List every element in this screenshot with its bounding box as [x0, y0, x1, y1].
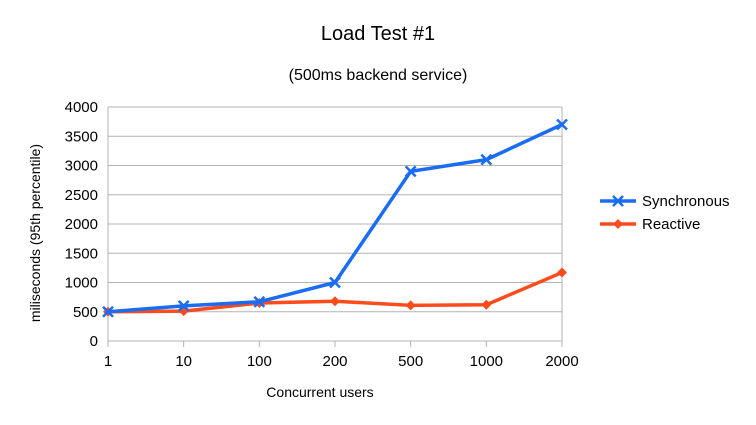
x-tick-label: 10: [175, 353, 192, 370]
series-synchronous: [102, 118, 568, 318]
x-axis-label: Concurrent users: [266, 384, 373, 400]
y-tick-label: 2500: [65, 187, 98, 204]
data-point: [556, 118, 568, 131]
marker-stroke: [329, 276, 341, 289]
chart-subtitle: (500ms backend service): [289, 67, 468, 84]
marker-stroke: [612, 195, 624, 207]
data-point: [330, 296, 340, 307]
y-tick-label: 3000: [65, 158, 98, 175]
marker-stroke: [480, 153, 493, 166]
y-axis-label: miliseconds (95th percentile): [27, 144, 43, 322]
chart-title: Load Test #1: [321, 23, 435, 45]
legend-item-synchronous: Synchronous: [600, 193, 730, 210]
legend-label: Reactive: [642, 216, 700, 233]
data-point: [480, 153, 493, 166]
y-axis-ticks: 0 500 1000 1500 2000 2500 3000 3500 4000: [65, 99, 98, 350]
data-point: [404, 165, 417, 178]
x-axis-ticks: 1 10 100 200 500 1000 2000: [104, 341, 579, 370]
marker-stroke: [177, 300, 190, 312]
y-tick-label: 0: [90, 333, 98, 350]
y-tick-label: 1000: [65, 275, 98, 292]
x-tick-label: 200: [322, 353, 347, 370]
x-tick-label: 500: [398, 353, 423, 370]
series-layer: [102, 118, 568, 318]
marker-stroke: [102, 305, 114, 318]
x-tick-label: 2000: [545, 353, 578, 370]
data-point: [481, 299, 492, 310]
data-point: [557, 267, 567, 278]
y-tick-label: 500: [73, 304, 98, 321]
data-point: [329, 276, 341, 289]
legend: Synchronous Reactive: [600, 193, 730, 233]
legend-item-reactive: Reactive: [600, 216, 700, 233]
data-point: [177, 300, 190, 312]
marker-stroke: [556, 118, 568, 131]
y-tick-label: 2000: [65, 216, 98, 233]
legend-marker: [613, 219, 623, 229]
series-reactive: [103, 267, 567, 317]
x-tick-label: 100: [247, 353, 272, 370]
x-tick-label: 1000: [470, 353, 503, 370]
legend-marker: [612, 195, 624, 207]
x-tick-label: 1: [104, 353, 112, 370]
y-tick-label: 4000: [65, 99, 98, 116]
data-point: [102, 305, 114, 318]
marker-stroke: [404, 165, 417, 178]
y-tick-label: 1500: [65, 245, 98, 262]
marker-stroke: [253, 295, 266, 308]
data-point: [253, 295, 266, 308]
data-point: [405, 300, 416, 311]
y-tick-label: 3500: [65, 128, 98, 145]
legend-label: Synchronous: [642, 193, 730, 210]
